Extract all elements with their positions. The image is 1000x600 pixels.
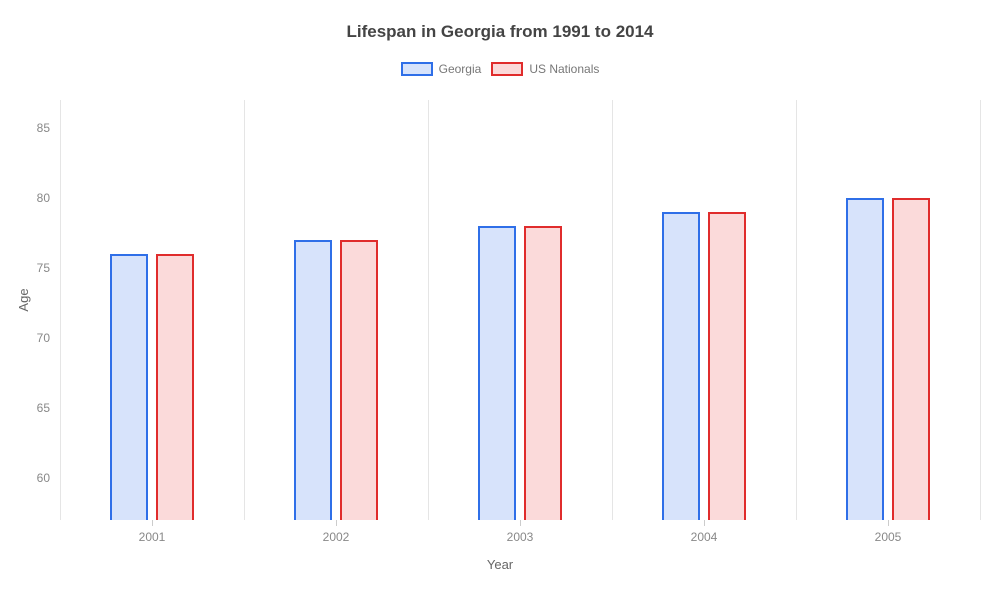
- grid-line: [60, 100, 61, 520]
- bar: [524, 226, 563, 520]
- x-tick-label: 2005: [875, 520, 902, 544]
- chart-title: Lifespan in Georgia from 1991 to 2014: [0, 22, 1000, 42]
- grid-line: [612, 100, 613, 520]
- plot-area: 60657075808520012002200320042005: [60, 100, 980, 520]
- bar: [892, 198, 931, 520]
- bar: [340, 240, 379, 520]
- legend-swatch: [401, 62, 433, 76]
- bar: [294, 240, 333, 520]
- legend-item: US Nationals: [491, 62, 599, 76]
- x-axis-label: Year: [487, 557, 513, 572]
- y-tick-label: 80: [37, 191, 60, 205]
- bar: [156, 254, 195, 520]
- x-tick-label: 2002: [323, 520, 350, 544]
- bar: [662, 212, 701, 520]
- grid-line: [980, 100, 981, 520]
- bar: [708, 212, 747, 520]
- legend-item: Georgia: [401, 62, 482, 76]
- legend-label: Georgia: [439, 62, 482, 76]
- grid-line: [796, 100, 797, 520]
- bar: [110, 254, 149, 520]
- x-tick-label: 2001: [139, 520, 166, 544]
- y-tick-label: 70: [37, 331, 60, 345]
- x-tick-label: 2003: [507, 520, 534, 544]
- legend: Georgia US Nationals: [0, 62, 1000, 76]
- legend-label: US Nationals: [529, 62, 599, 76]
- legend-swatch: [491, 62, 523, 76]
- y-tick-label: 65: [37, 401, 60, 415]
- x-tick-label: 2004: [691, 520, 718, 544]
- grid-line: [244, 100, 245, 520]
- y-axis-label: Age: [16, 288, 31, 311]
- chart-container: Lifespan in Georgia from 1991 to 2014 Ge…: [0, 0, 1000, 600]
- y-tick-label: 60: [37, 471, 60, 485]
- y-tick-label: 75: [37, 261, 60, 275]
- bar: [846, 198, 885, 520]
- bar: [478, 226, 517, 520]
- y-tick-label: 85: [37, 121, 60, 135]
- grid-line: [428, 100, 429, 520]
